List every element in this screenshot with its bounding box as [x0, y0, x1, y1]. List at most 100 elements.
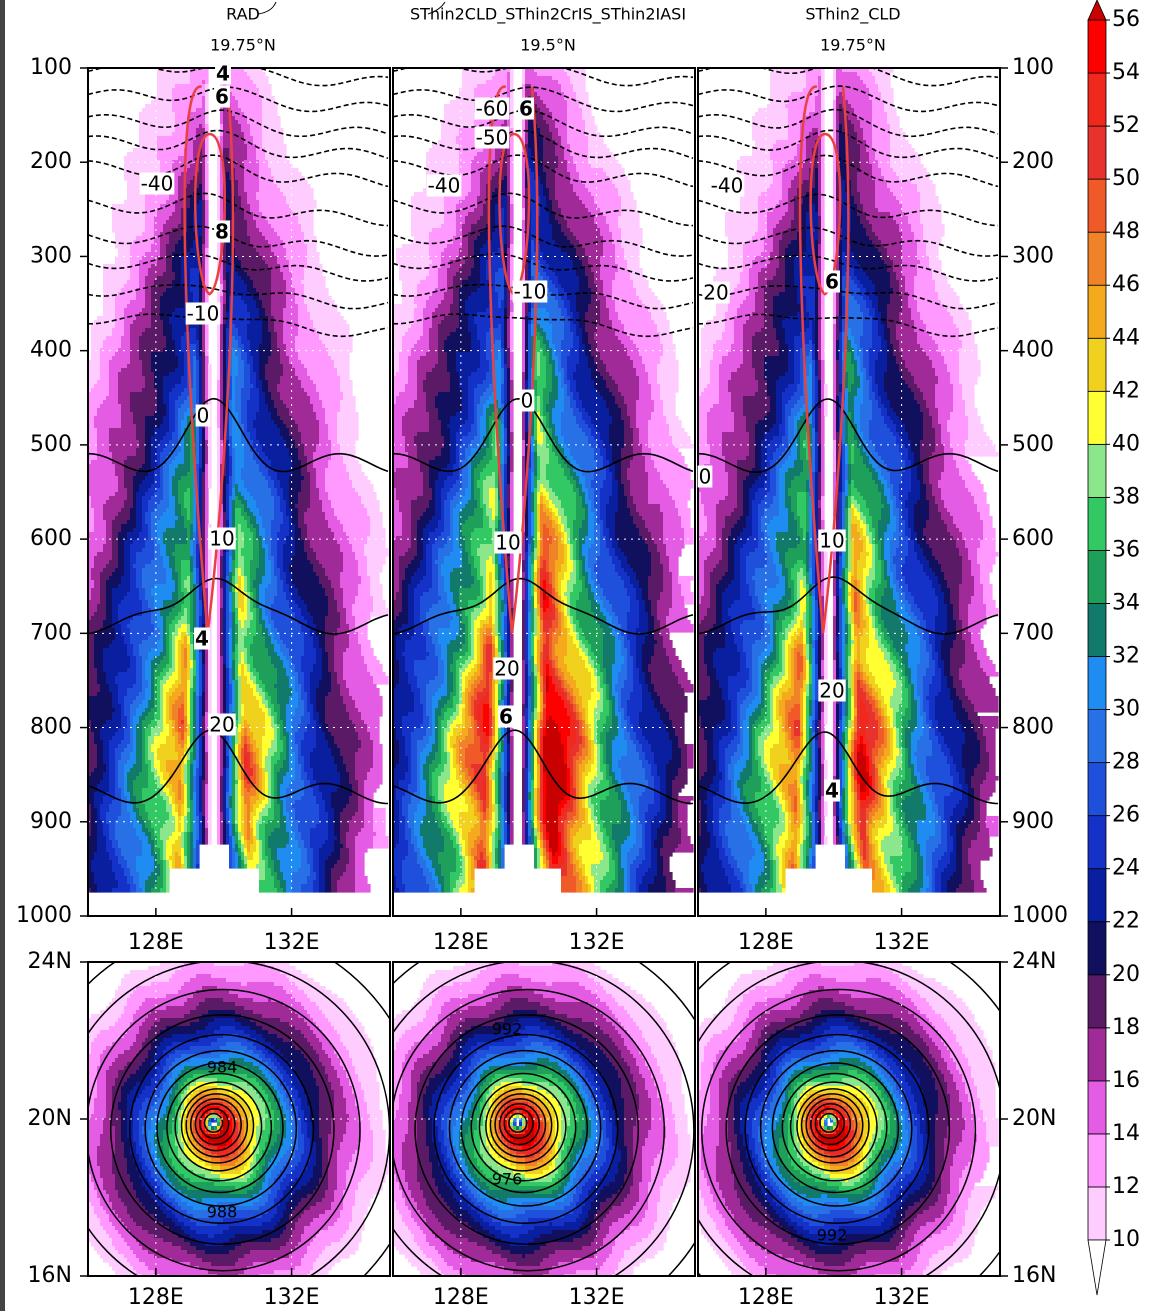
contour-fill [253, 736, 263, 741]
contour-fill [313, 324, 350, 329]
contour-fill [238, 184, 245, 189]
contour-fill [244, 384, 254, 389]
contour-fill [124, 164, 161, 169]
contour-fill [112, 592, 128, 597]
contour-fill [244, 216, 254, 221]
contour-fill [355, 556, 368, 561]
contour-fill [271, 520, 284, 525]
contour-fill [88, 552, 98, 557]
contour-fill [205, 240, 209, 245]
contour-fill [259, 532, 266, 537]
contour-fill [181, 632, 188, 637]
contour-fill [235, 516, 245, 521]
contour-fill [262, 100, 275, 105]
contour-fill [118, 388, 143, 393]
contour-fill [259, 704, 266, 709]
contour-fill [106, 672, 119, 677]
contour-fill [88, 692, 98, 697]
contour-fill [124, 156, 158, 161]
contour-fill [205, 164, 209, 169]
contour-fill [145, 672, 152, 677]
contour-fill [292, 672, 299, 677]
contour-fill [169, 216, 182, 221]
contour-fill [292, 720, 302, 725]
contour-fill [256, 568, 266, 573]
contour-fill [130, 352, 140, 357]
contour-fill [277, 548, 284, 553]
contour-fill [265, 572, 272, 577]
contour-fill [292, 580, 320, 585]
contour-fill [127, 492, 134, 497]
contour-fill [184, 452, 191, 457]
contour-fill [157, 448, 164, 453]
contour-fill [361, 716, 380, 721]
contour-fill [259, 392, 266, 397]
contour-fill [223, 152, 230, 157]
contour-fill [289, 684, 296, 689]
contour-fill [292, 416, 317, 421]
contour-fill [109, 384, 119, 389]
contour-fill [247, 232, 263, 237]
contour-fill [325, 484, 353, 489]
contour-fill [301, 280, 326, 285]
contour-fill [88, 404, 101, 409]
contour-fill [172, 280, 182, 285]
contour-fill [139, 596, 146, 601]
contour-fill [118, 252, 131, 257]
contour-fill [94, 736, 101, 741]
contour-fill [139, 592, 146, 597]
contour-fill [283, 520, 290, 525]
contour-fill [109, 428, 137, 433]
contour-fill [256, 152, 266, 157]
contour-fill [163, 540, 188, 545]
contour-fill [163, 532, 188, 537]
contour-fill [325, 420, 338, 425]
contour-fill [283, 584, 290, 589]
contour-fill [121, 576, 131, 581]
contour-fill [151, 292, 164, 297]
contour-fill [139, 112, 176, 117]
contour-fill [259, 508, 275, 513]
contour-fill [307, 604, 329, 609]
contour-fill [313, 664, 323, 669]
contour-fill [91, 340, 104, 345]
contour-fill [121, 404, 131, 409]
contour-fill [262, 580, 272, 585]
contour-fill [172, 572, 179, 577]
contour-fill [190, 328, 197, 333]
contour-fill [157, 400, 164, 405]
contour-fill [130, 336, 140, 341]
contour-fill [142, 464, 152, 469]
contour-fill [370, 516, 383, 521]
contour-fill [97, 608, 107, 613]
contour-fill [109, 560, 119, 565]
contour-fill [118, 392, 131, 397]
contour-fill [301, 488, 311, 493]
contour-fill [256, 220, 269, 225]
contour-fill [295, 708, 305, 713]
contour-fill [106, 592, 113, 597]
contour-fill [271, 604, 290, 609]
contour-fill [331, 684, 341, 689]
contour-fill [262, 212, 296, 217]
contour-fill [169, 412, 176, 417]
contour-fill [316, 708, 326, 713]
contour-fill [367, 568, 383, 573]
contour-fill [250, 648, 269, 653]
contour-fill [358, 632, 368, 637]
contour-fill [304, 292, 329, 297]
contour-fill [283, 364, 293, 369]
contour-fill [121, 344, 131, 349]
contour-fill [304, 600, 329, 605]
contour-fill [142, 108, 173, 113]
contour-fill [241, 700, 260, 705]
contour-fill [175, 272, 182, 277]
contour-fill [271, 344, 278, 349]
contour-fill [118, 248, 131, 253]
contour-fill [244, 364, 251, 369]
contour-fill [136, 452, 146, 457]
contour-fill [169, 420, 176, 425]
contour-fill [139, 488, 149, 493]
contour-fill [250, 376, 257, 381]
contour-fill [268, 472, 278, 477]
